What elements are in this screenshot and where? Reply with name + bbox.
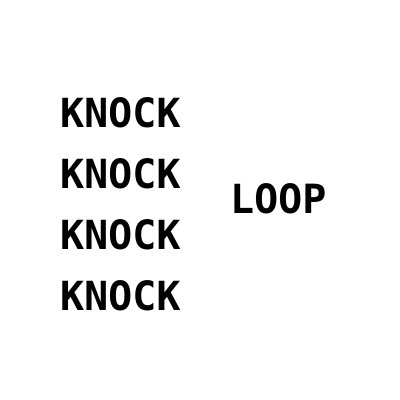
knock-word: KNOCK [60,152,181,198]
knock-word: KNOCK [60,274,181,320]
knock-word-stack: KNOCK KNOCK KNOCK KNOCK [60,84,180,328]
knock-word: KNOCK [60,91,181,137]
knock-word: KNOCK [60,213,181,259]
loop-word: LOOP [230,177,327,223]
